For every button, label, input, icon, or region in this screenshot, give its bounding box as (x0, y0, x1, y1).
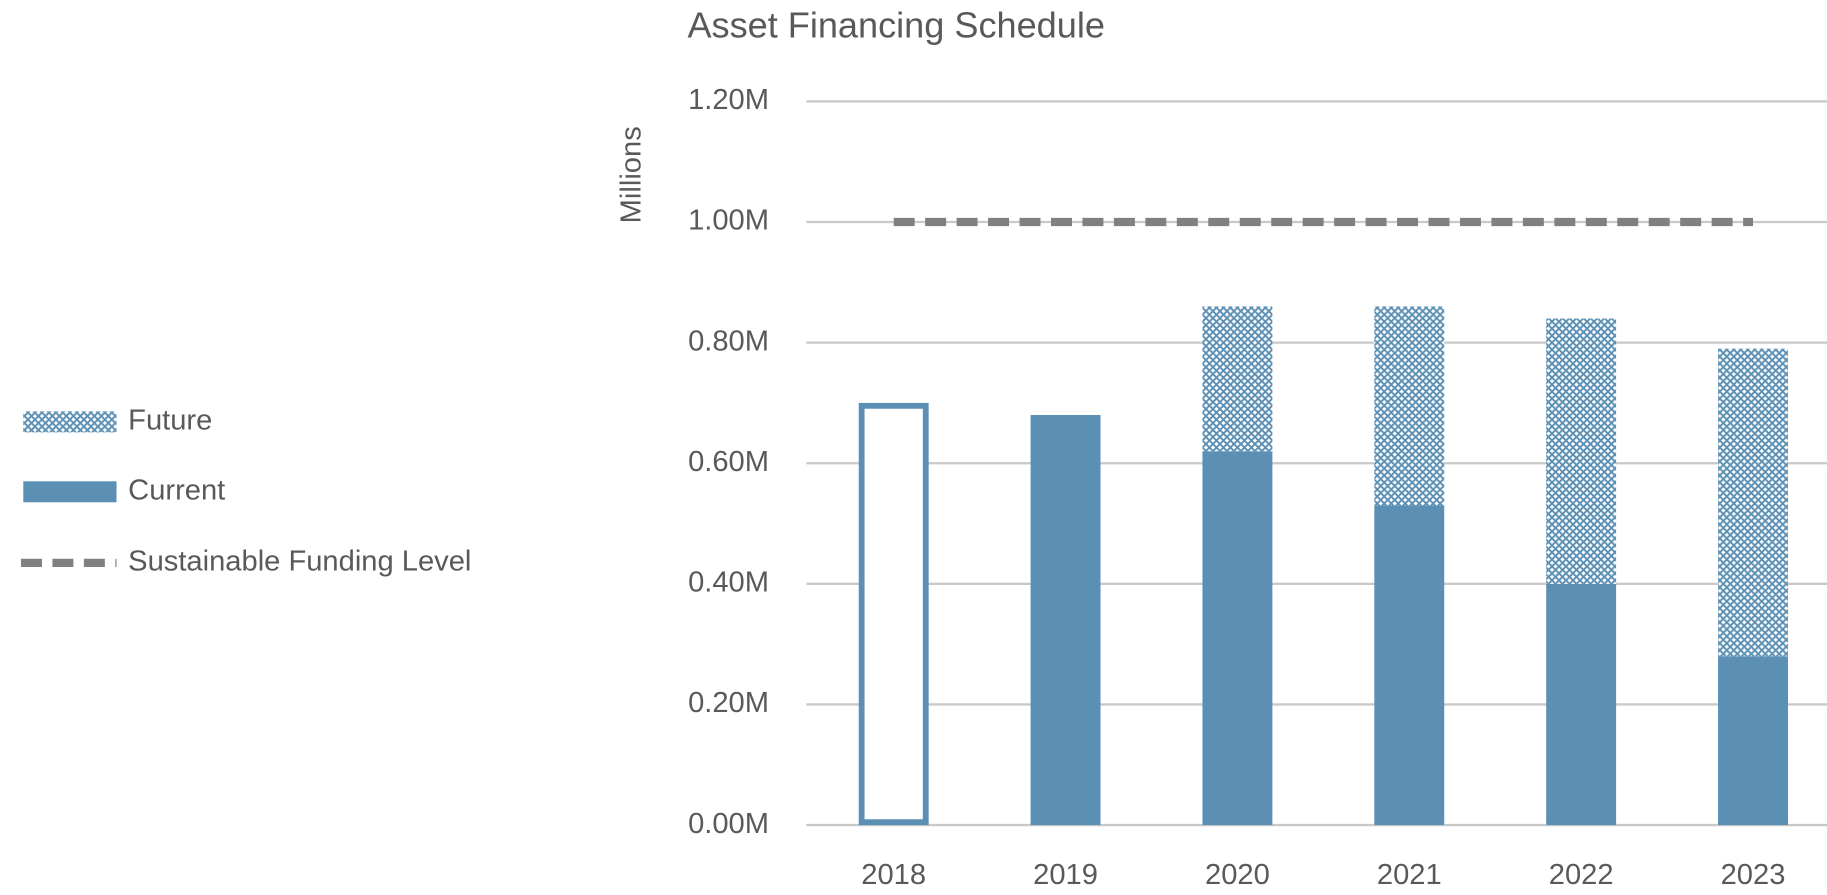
x-tick-label: 2023 (1721, 859, 1786, 891)
x-tick-label: 2020 (1205, 859, 1270, 891)
legend-label: Future (128, 405, 212, 437)
current-bar (1030, 414, 1101, 826)
future-bar (1546, 318, 1617, 584)
x-tick-label: 2018 (861, 859, 926, 891)
future-bar (1202, 306, 1273, 452)
x-tick-label: 2019 (1033, 859, 1098, 891)
current-bar (1374, 505, 1445, 826)
y-tick-label: 0.80M (688, 325, 769, 357)
current-bar (1202, 451, 1273, 826)
y-tick-label: 0.60M (688, 446, 769, 478)
y-tick-label: 1.20M (688, 84, 769, 116)
current-bar (1546, 583, 1617, 826)
y-tick-label: 0.20M (688, 687, 769, 719)
legend-label: Sustainable Funding Level (128, 546, 471, 578)
y-tick-label: 0.40M (688, 567, 769, 599)
legend-swatch (23, 481, 117, 503)
legend-label: Current (128, 474, 225, 506)
y-axis-title: Millions (615, 126, 647, 223)
current-bar (858, 402, 929, 826)
chart-title: Asset Financing Schedule (687, 5, 1104, 46)
future-bar (1718, 348, 1788, 657)
legend-swatch (23, 411, 117, 433)
y-tick-label: 1.00M (688, 205, 769, 237)
x-tick-label: 2021 (1377, 859, 1442, 891)
x-tick-label: 2022 (1549, 859, 1614, 891)
y-tick-label: 0.00M (688, 808, 769, 840)
current-bar (1718, 656, 1788, 826)
future-bar (1374, 306, 1445, 506)
